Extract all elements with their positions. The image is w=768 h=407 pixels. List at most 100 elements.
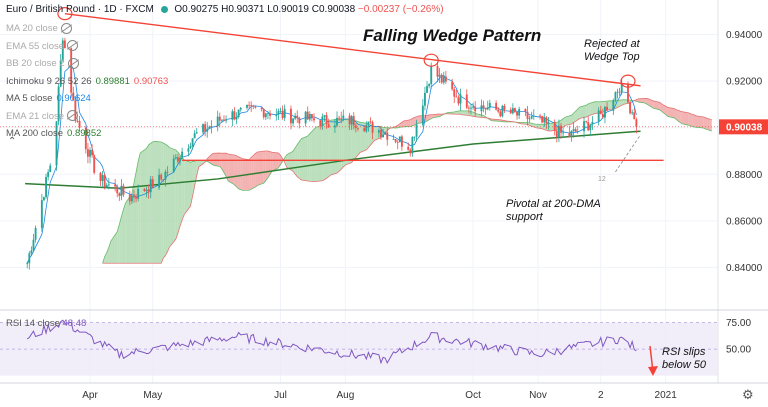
senkou-b-line: [102, 97, 712, 264]
cloud-segment: [416, 115, 419, 125]
hidden-eye-icon[interactable]: [67, 40, 79, 52]
cloud-segment: [106, 247, 109, 264]
candle-body: [482, 105, 485, 109]
candle-body: [377, 130, 380, 133]
candle-body: [321, 116, 324, 126]
candle-body: [147, 189, 150, 193]
candle-body: [413, 136, 416, 138]
indicator-row[interactable]: EMA 55 close: [6, 38, 168, 56]
candle-body: [93, 155, 96, 173]
candle-body: [304, 111, 307, 124]
candle-body: [467, 107, 470, 109]
cloud-segment: [257, 151, 264, 186]
candle-body: [57, 86, 60, 122]
candle-body: [269, 113, 271, 116]
candle-body: [283, 108, 286, 118]
candle-body: [398, 136, 401, 143]
rsi-label[interactable]: RSI 14 close: [6, 318, 60, 329]
candle-body: [105, 185, 108, 188]
rejected-note: Rejected at Wedge Top: [584, 38, 640, 64]
candle-body: [310, 113, 313, 119]
candle-body: [220, 119, 223, 121]
candle-body: [160, 174, 163, 180]
indicator-row[interactable]: MA 200 close 0.89852: [6, 125, 168, 143]
cloud-segment: [182, 157, 185, 221]
cloud-segment: [688, 112, 691, 127]
candle-body: [583, 121, 585, 132]
cloud-segment: [309, 131, 312, 182]
candle-body: [40, 200, 43, 228]
cloud-segment: [313, 127, 317, 182]
cloud-segment: [575, 109, 578, 122]
indicator-legend: MA 20 close EMA 55 close BB 20 close 2 Ichi…: [6, 20, 168, 143]
candle-body: [557, 125, 560, 138]
candle-body: [118, 193, 121, 196]
cloud-segment: [165, 144, 168, 256]
candle-body: [627, 83, 629, 103]
cloud-segment: [177, 152, 181, 234]
candle-body: [254, 106, 257, 108]
indicator-row[interactable]: MA 20 close: [6, 20, 168, 38]
indicator-row[interactable]: EMA 21 close: [6, 108, 168, 126]
cloud-segment: [594, 101, 601, 114]
settings-gear-icon[interactable]: ⚙: [742, 388, 754, 403]
candle-body: [380, 130, 382, 138]
cloud-segment: [590, 102, 593, 116]
candle-body: [26, 263, 29, 265]
candle-body: [620, 83, 623, 93]
cloud-segment: [676, 109, 679, 122]
candle-body: [262, 109, 265, 118]
candle-body: [225, 119, 228, 121]
indicator-value: 0.89852: [67, 128, 102, 139]
candle-body: [237, 109, 240, 117]
candle-body: [290, 108, 292, 124]
candle-body: [511, 108, 514, 114]
rejected-note-line1: Rejected at: [584, 38, 640, 50]
candle-body: [543, 117, 546, 123]
wedge-touch-circle: [57, 7, 73, 21]
candle-body: [352, 116, 355, 126]
cloud-segment: [255, 151, 258, 188]
rsi-note-line1: RSI slips: [662, 346, 706, 358]
candle-body: [576, 131, 579, 133]
candle-body: [292, 118, 295, 124]
candle-body: [442, 76, 445, 83]
indicator-row[interactable]: MA 5 close 0.90624: [6, 90, 168, 108]
candle-body: [149, 179, 152, 193]
candle-body: [281, 110, 284, 118]
hidden-eye-icon[interactable]: [67, 110, 79, 122]
hidden-eye-icon[interactable]: [60, 22, 72, 34]
cloud-segment: [311, 129, 314, 182]
candle-body: [455, 96, 458, 98]
cloud-segment: [339, 119, 342, 172]
candle-body: [392, 139, 395, 140]
candle-body: [248, 104, 251, 106]
candle-body: [172, 158, 175, 172]
hidden-eye-icon[interactable]: [67, 57, 79, 69]
candle-body: [218, 116, 221, 121]
symbol-title[interactable]: Euro / British Pound · 1D · FXCM: [6, 4, 154, 15]
cloud-segment: [458, 110, 461, 115]
candle-body: [560, 125, 562, 133]
cloud-segment: [674, 108, 677, 120]
cloud-segment: [694, 115, 698, 128]
cloud-segment: [617, 100, 620, 108]
cloud-segment: [341, 119, 344, 170]
cloud-segment: [527, 122, 530, 126]
indicator-row[interactable]: BB 20 close 2: [6, 55, 168, 73]
cloud-segment: [223, 153, 227, 177]
cloud-segment: [535, 124, 543, 129]
candle-body: [338, 117, 341, 119]
candle-body: [423, 92, 426, 106]
candle-body: [333, 125, 336, 128]
candle-body: [235, 116, 238, 120]
cloud-segment: [468, 110, 471, 116]
candle-body: [384, 132, 387, 135]
indicator-row[interactable]: Ichimoku 9 26 52 26 0.89881 0.90763: [6, 73, 168, 91]
collapse-legend-icon[interactable]: ⌃: [8, 136, 17, 147]
pivotal-note: Pivotal at 200-DMA support: [506, 198, 601, 224]
indicator-label: EMA 21 close: [6, 110, 65, 122]
cloud-segment: [546, 123, 549, 131]
